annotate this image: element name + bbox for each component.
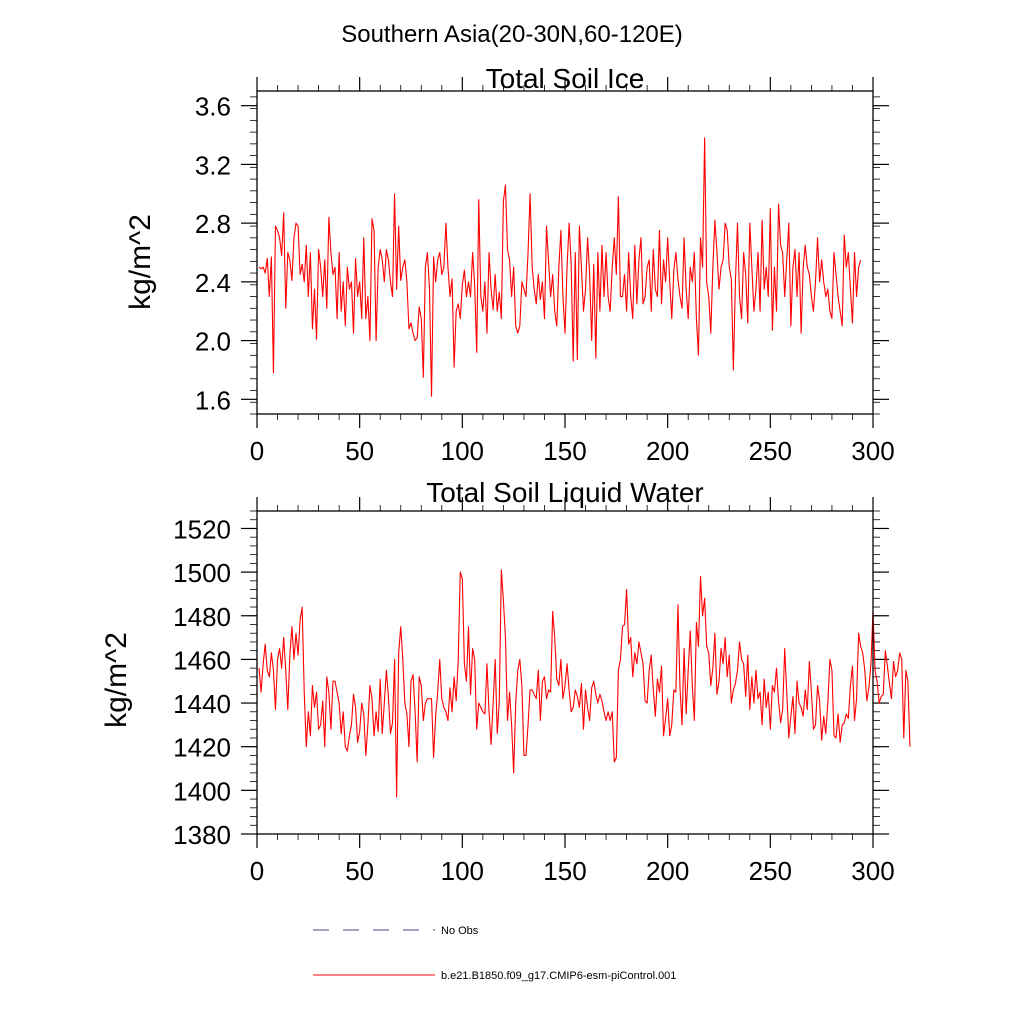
y-tick-label-soil-ice: 2.4 (195, 268, 231, 298)
plot-area-soil-liquid-water (258, 569, 911, 798)
x-tick-label-soil-liquid-water: 0 (250, 856, 264, 886)
x-tick-label-soil-ice: 150 (543, 436, 586, 466)
x-tick-label-soil-ice: 0 (250, 436, 264, 466)
series-line-soil-liquid-water-0 (258, 569, 911, 798)
x-tick-label-soil-ice: 300 (851, 436, 894, 466)
x-tick-label-soil-ice: 250 (749, 436, 792, 466)
x-tick-label-soil-ice: 100 (441, 436, 484, 466)
legend-no-obs-label: No Obs (441, 925, 479, 937)
plot-area-soil-ice (258, 137, 862, 397)
x-tick-label-soil-ice: 200 (646, 436, 689, 466)
series-line-soil-ice-0 (258, 137, 862, 397)
y-tick-label-soil-liquid-water: 1520 (173, 514, 231, 544)
y-tick-label-soil-liquid-water: 1480 (173, 602, 231, 632)
x-tick-label-soil-liquid-water: 50 (345, 856, 374, 886)
legend-model-run-label: b.e21.B1850.f09_g17.CMIP6-esm-piControl.… (441, 970, 676, 982)
y-tick-label-soil-liquid-water: 1420 (173, 733, 231, 763)
x-tick-label-soil-liquid-water: 100 (441, 856, 484, 886)
y-tick-label-soil-ice: 3.6 (195, 92, 231, 122)
legend: No Obs b.e21.B1850.f09_g17.CMIP6-esm-piC… (313, 925, 676, 982)
panel-total-soil-ice: Total Soil Ice kg/m^2 0 50 100 150 200 250 300… (124, 63, 895, 466)
x-tick-label-soil-ice: 50 (345, 436, 374, 466)
panel-total-soil-liquid-water: Total Soil Liquid Water kg/m^2 0 50 100 150… (100, 477, 911, 886)
axes-soil-ice: 0 50 100 150 200 250 300 1.6 2.0 2.4 2.8 3.2 3.6 (195, 77, 895, 466)
y-axis-label-soil-liquid-water: kg/m^2 (100, 632, 133, 728)
y-tick-label-soil-ice: 2.8 (195, 209, 231, 239)
y-tick-label-soil-liquid-water: 1500 (173, 558, 231, 588)
y-tick-label-soil-liquid-water: 1400 (173, 776, 231, 806)
region-title: Southern Asia(20-30N,60-120E) (341, 21, 683, 48)
y-tick-label-soil-liquid-water: 1380 (173, 820, 231, 850)
plot-frame-soil-ice (256, 90, 874, 415)
y-tick-label-soil-ice: 1.6 (195, 385, 231, 415)
y-tick-label-soil-ice: 2.0 (195, 327, 231, 357)
x-tick-label-soil-liquid-water: 200 (646, 856, 689, 886)
y-tick-label-soil-ice: 3.2 (195, 150, 231, 180)
plot-frame-soil-liquid-water (256, 510, 874, 835)
axes-soil-liquid-water: 0 50 100 150 200 250 300 1380 1400 1420 1440 1460 14… (173, 497, 895, 886)
y-tick-label-soil-liquid-water: 1460 (173, 645, 231, 675)
y-axis-label-soil-ice: kg/m^2 (124, 214, 157, 310)
x-tick-label-soil-liquid-water: 150 (543, 856, 586, 886)
x-tick-label-soil-liquid-water: 300 (851, 856, 894, 886)
y-tick-label-soil-liquid-water: 1440 (173, 689, 231, 719)
x-tick-label-soil-liquid-water: 250 (749, 856, 792, 886)
